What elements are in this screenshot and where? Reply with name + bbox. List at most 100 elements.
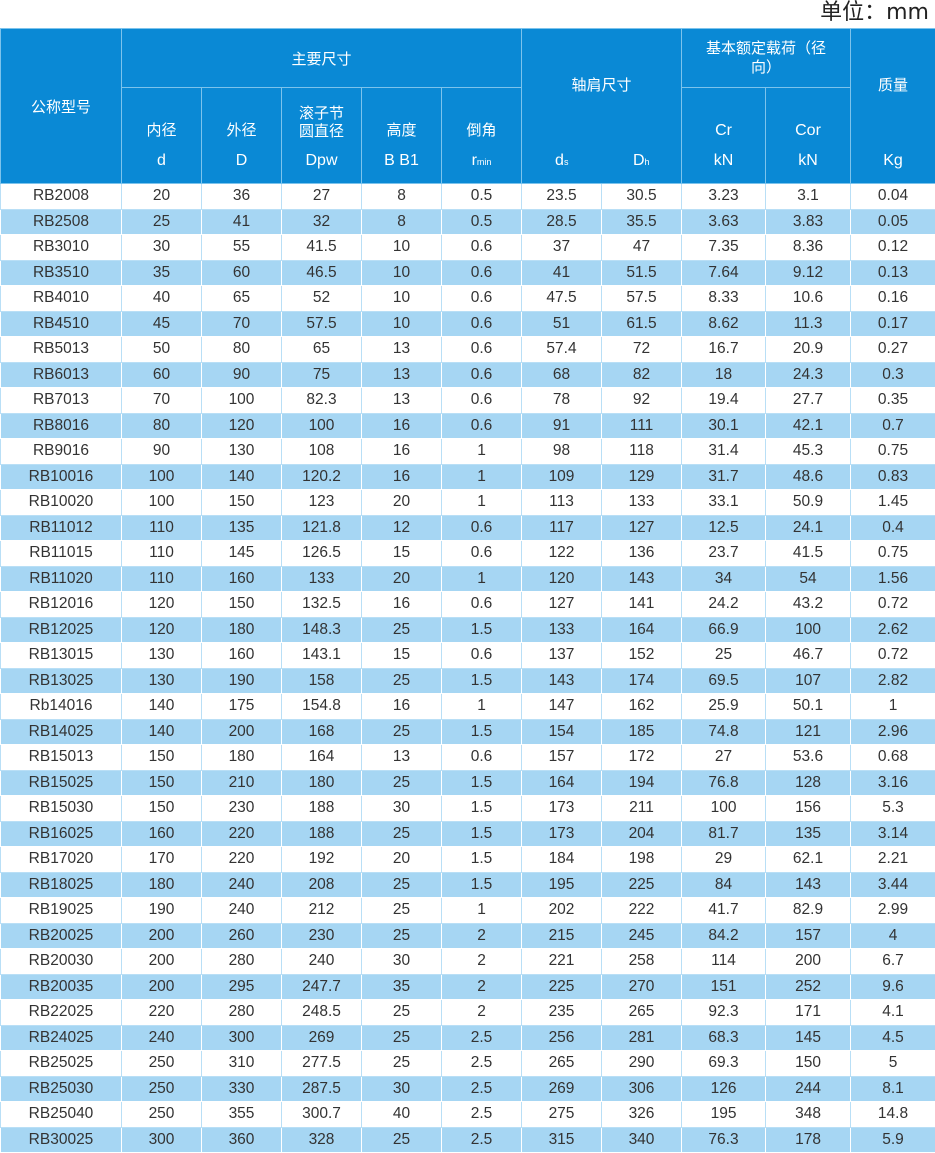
cell-ds: 184 xyxy=(522,847,602,873)
cell-D: 280 xyxy=(202,949,282,975)
cell-model: RB25040 xyxy=(1,1102,122,1128)
cell-dpw: 269 xyxy=(282,1025,362,1051)
cell-cor: 121 xyxy=(766,719,851,745)
cell-D: 220 xyxy=(202,847,282,873)
cell-ds: 127 xyxy=(522,592,602,618)
cell-r: 0.6 xyxy=(442,388,522,414)
cell-cor: 178 xyxy=(766,1127,851,1153)
cell-cr: 81.7 xyxy=(682,821,766,847)
cell-mass: 4 xyxy=(851,923,935,949)
cell-cor: 42.1 xyxy=(766,413,851,439)
cell-D: 210 xyxy=(202,770,282,796)
cell-cor: 46.7 xyxy=(766,643,851,669)
cell-dpw: 230 xyxy=(282,923,362,949)
cell-dh: 118 xyxy=(602,439,682,465)
cell-dpw: 41.5 xyxy=(282,235,362,261)
cell-mass: 0.05 xyxy=(851,209,935,235)
cell-D: 60 xyxy=(202,260,282,286)
cell-mass: 1.45 xyxy=(851,490,935,516)
cell-d: 60 xyxy=(122,362,202,388)
cell-dh: 111 xyxy=(602,413,682,439)
cell-dpw: 52 xyxy=(282,286,362,312)
cell-ds: 117 xyxy=(522,515,602,541)
cell-cr: 69.5 xyxy=(682,668,766,694)
cell-dpw: 148.3 xyxy=(282,617,362,643)
cell-mass: 5.3 xyxy=(851,796,935,822)
cell-cr: 68.3 xyxy=(682,1025,766,1051)
cell-cor: 41.5 xyxy=(766,541,851,567)
header-r: rmin xyxy=(442,140,522,184)
cell-D: 120 xyxy=(202,413,282,439)
cell-dpw: 121.8 xyxy=(282,515,362,541)
cell-ds: 221 xyxy=(522,949,602,975)
cell-b: 35 xyxy=(362,974,442,1000)
cell-dpw: 75 xyxy=(282,362,362,388)
cell-cr: 34 xyxy=(682,566,766,592)
cell-dh: 198 xyxy=(602,847,682,873)
cell-d: 150 xyxy=(122,745,202,771)
cell-dpw: 82.3 xyxy=(282,388,362,414)
cell-D: 41 xyxy=(202,209,282,235)
cell-cor: 244 xyxy=(766,1076,851,1102)
cell-cor: 157 xyxy=(766,923,851,949)
header-cor: Cor xyxy=(766,88,851,140)
cell-r: 1 xyxy=(442,464,522,490)
cell-cor: 50.9 xyxy=(766,490,851,516)
cell-mass: 0.4 xyxy=(851,515,935,541)
cell-D: 150 xyxy=(202,490,282,516)
cell-dh: 245 xyxy=(602,923,682,949)
cell-ds: 68 xyxy=(522,362,602,388)
cell-dpw: 126.5 xyxy=(282,541,362,567)
cell-d: 250 xyxy=(122,1076,202,1102)
cell-dpw: 277.5 xyxy=(282,1051,362,1077)
cell-d: 70 xyxy=(122,388,202,414)
cell-cr: 27 xyxy=(682,745,766,771)
header-inner: 内径 xyxy=(122,88,202,140)
cell-dh: 133 xyxy=(602,490,682,516)
cell-b: 16 xyxy=(362,439,442,465)
cell-D: 200 xyxy=(202,719,282,745)
cell-r: 2.5 xyxy=(442,1025,522,1051)
cell-ds: 23.5 xyxy=(522,184,602,210)
cell-d: 300 xyxy=(122,1127,202,1153)
cell-mass: 3.44 xyxy=(851,872,935,898)
cell-d: 140 xyxy=(122,719,202,745)
cell-cr: 84.2 xyxy=(682,923,766,949)
cell-d: 200 xyxy=(122,923,202,949)
cell-dh: 185 xyxy=(602,719,682,745)
cell-model: RB2508 xyxy=(1,209,122,235)
header-chamfer: 倒角 xyxy=(442,88,522,140)
cell-mass: 0.83 xyxy=(851,464,935,490)
cell-d: 50 xyxy=(122,337,202,363)
cell-D: 240 xyxy=(202,898,282,924)
cell-ds: 215 xyxy=(522,923,602,949)
cell-d: 250 xyxy=(122,1102,202,1128)
cell-dpw: 27 xyxy=(282,184,362,210)
cell-b: 13 xyxy=(362,362,442,388)
cell-D: 160 xyxy=(202,643,282,669)
cell-cor: 200 xyxy=(766,949,851,975)
cell-dh: 281 xyxy=(602,1025,682,1051)
cell-D: 55 xyxy=(202,235,282,261)
cell-r: 2.5 xyxy=(442,1102,522,1128)
cell-d: 45 xyxy=(122,311,202,337)
cell-D: 150 xyxy=(202,592,282,618)
cell-dh: 174 xyxy=(602,668,682,694)
cell-D: 175 xyxy=(202,694,282,720)
cell-b: 30 xyxy=(362,1076,442,1102)
cell-ds: 51 xyxy=(522,311,602,337)
cell-dpw: 240 xyxy=(282,949,362,975)
cell-b: 16 xyxy=(362,464,442,490)
cell-r: 1 xyxy=(442,439,522,465)
cell-model: RB3010 xyxy=(1,235,122,261)
header-outer: 外径 xyxy=(202,88,282,140)
cell-r: 0.6 xyxy=(442,413,522,439)
cell-r: 1 xyxy=(442,898,522,924)
cell-b: 25 xyxy=(362,719,442,745)
cell-b: 16 xyxy=(362,413,442,439)
